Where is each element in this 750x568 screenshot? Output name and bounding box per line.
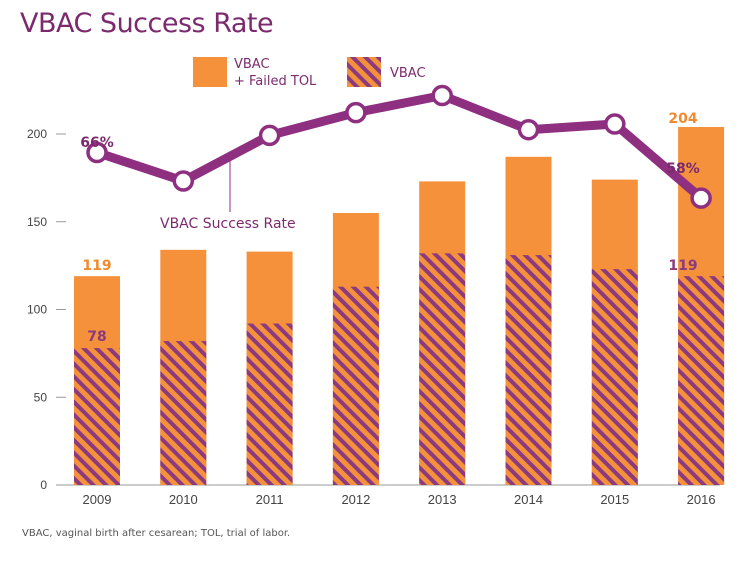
x-tick-label-2014: 2014 [514,492,543,507]
total-label-2016: 204 [668,111,697,127]
x-tick-label-2012: 2012 [341,492,370,507]
bar-vbac-2015 [591,269,638,485]
bar-vbac-2013 [419,253,466,485]
legend-label-total-line1: VBAC [234,57,270,72]
y-tick-label-50: 50 [34,390,48,404]
footnote: VBAC, vaginal birth after cesarean; TOL,… [22,528,291,539]
y-tick-label-200: 200 [27,127,47,141]
rate-label-2016: 58% [666,161,700,177]
legend: VBAC + Failed TOL VBAC [193,57,426,89]
bar-vbac-2010 [160,341,207,485]
x-tick-label-2010: 2010 [169,492,198,507]
vbac-label-2009: 78 [87,329,106,345]
rate-point-2010 [172,170,195,192]
y-tick-label-100: 100 [27,303,47,317]
rate-point-2013 [431,84,453,107]
total-label-2009: 119 [82,258,111,274]
rate-label-2009: 66% [80,135,114,151]
y-tick-label-0: 0 [40,478,47,492]
y-axis: 0 50 100 150 200 [27,127,720,492]
rate-point-2014 [517,118,540,141]
legend-swatch-vbac [347,57,381,87]
rate-line-path [92,91,706,203]
y-tick-label-150: 150 [27,215,47,229]
rate-point-2011 [258,124,281,147]
legend-label-vbac: VBAC [390,66,426,81]
rate-point-2016 [690,187,712,209]
rate-point-2009 [86,141,108,164]
x-tick-label-2015: 2015 [600,492,629,507]
legend-swatch-total [193,57,227,87]
legend-label-total-line2: + Failed TOL [234,74,317,89]
rate-line [86,84,712,209]
x-axis: 2009 2010 2011 2012 2013 2014 2015 2016 [83,492,716,507]
bar-vbac-2016 [678,276,725,485]
rate-series-label: VBAC Success Rate [160,216,296,232]
vbac-label-2016: 119 [668,258,697,274]
bar-vbac-2011 [246,323,293,485]
rate-point-2015 [604,113,626,135]
x-tick-label-2009: 2009 [83,492,112,507]
chart-title: VBAC Success Rate [20,8,274,39]
bar-vbac-2014 [505,255,552,485]
x-tick-label-2013: 2013 [428,492,457,507]
rate-point-2012 [345,101,367,124]
x-tick-label-2016: 2016 [687,492,716,507]
x-tick-label-2011: 2011 [256,492,284,507]
bars [74,126,725,485]
bar-vbac-2009 [74,348,120,485]
bar-vbac-2012 [332,286,379,485]
